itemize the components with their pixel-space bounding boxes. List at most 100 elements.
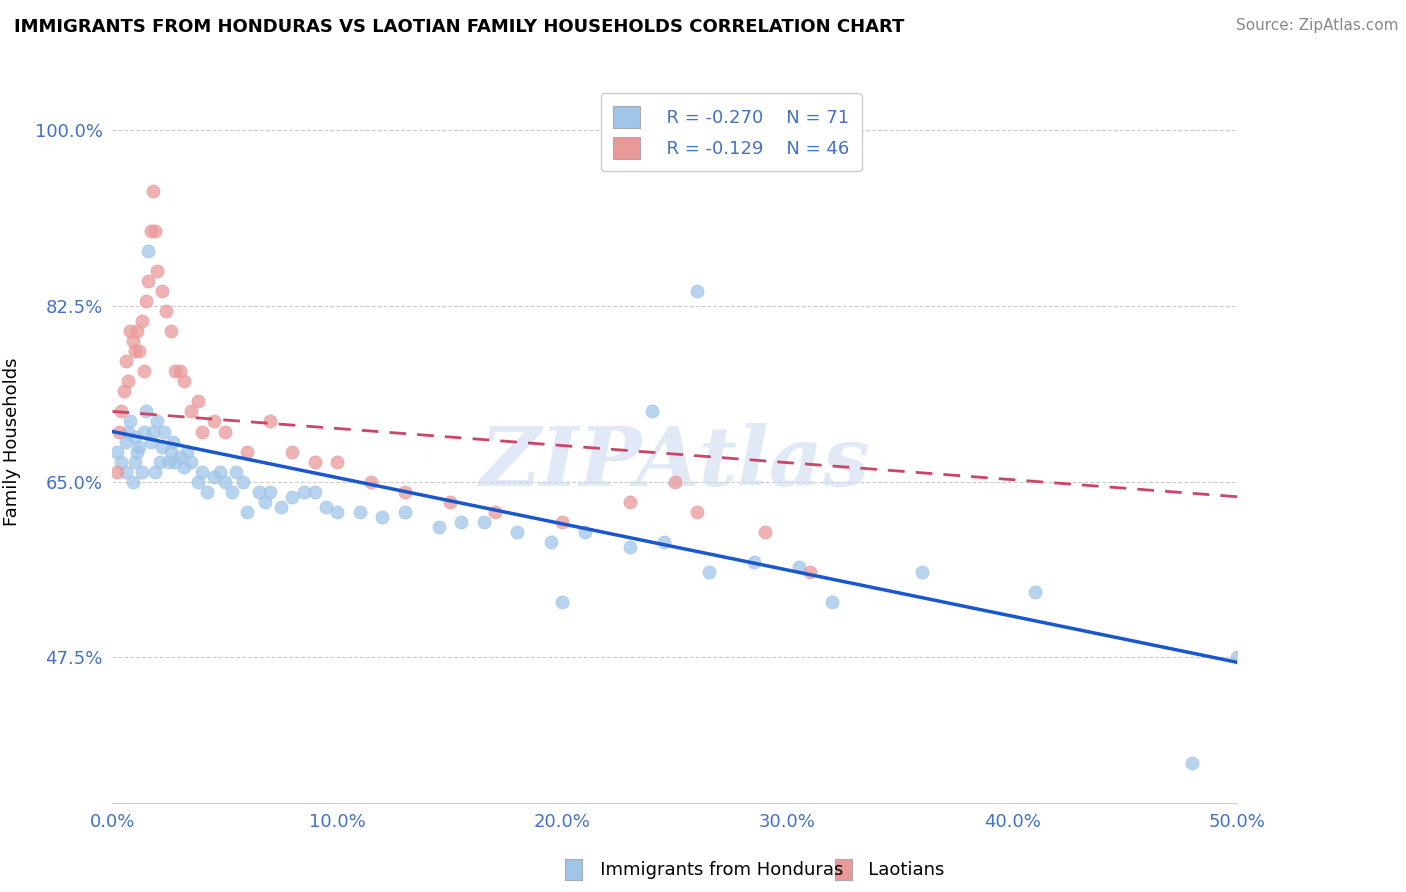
Point <box>187 394 209 409</box>
Point <box>149 454 172 468</box>
Point <box>180 454 202 468</box>
Point <box>551 595 574 609</box>
Legend:   R = -0.270    N = 71,   R = -0.129    N = 46: R = -0.270 N = 71, R = -0.129 N = 46 <box>600 93 862 171</box>
Point <box>169 450 191 464</box>
Point <box>169 364 191 378</box>
Point <box>281 490 304 504</box>
Point <box>187 475 209 489</box>
Point <box>120 414 142 429</box>
Point <box>551 515 574 529</box>
Point <box>124 429 146 443</box>
Point <box>132 425 155 439</box>
Point <box>209 465 232 479</box>
Point <box>641 404 664 418</box>
Point <box>281 444 304 458</box>
Point <box>394 484 416 499</box>
Point <box>105 465 128 479</box>
Point <box>574 524 596 539</box>
Point <box>326 505 349 519</box>
Point <box>146 264 169 278</box>
Point <box>117 425 139 439</box>
Point <box>155 304 177 318</box>
Point <box>176 444 198 458</box>
Point <box>150 284 173 298</box>
Point <box>142 425 165 439</box>
Point <box>506 524 529 539</box>
Point <box>150 440 173 454</box>
Point <box>450 515 472 529</box>
Point <box>787 560 810 574</box>
Point <box>131 314 153 328</box>
Point <box>247 484 270 499</box>
Point <box>214 475 236 489</box>
Point <box>540 534 562 549</box>
Point <box>664 475 686 489</box>
Text: IMMIGRANTS FROM HONDURAS VS LAOTIAN FAMILY HOUSEHOLDS CORRELATION CHART: IMMIGRANTS FROM HONDURAS VS LAOTIAN FAMI… <box>14 18 904 36</box>
Point <box>124 454 146 468</box>
Point <box>652 534 675 549</box>
Point <box>259 484 281 499</box>
Point <box>127 444 149 458</box>
Point <box>225 465 247 479</box>
Point <box>128 440 150 454</box>
Point <box>686 505 709 519</box>
Point <box>259 414 281 429</box>
Point <box>146 414 169 429</box>
Point <box>484 505 506 519</box>
Point <box>799 565 821 579</box>
Point <box>160 324 183 338</box>
Point <box>619 494 641 508</box>
Text: Source: ZipAtlas.com: Source: ZipAtlas.com <box>1236 18 1399 33</box>
Point <box>821 595 844 609</box>
Point <box>360 475 382 489</box>
Point <box>105 444 128 458</box>
Point <box>236 505 259 519</box>
Point <box>221 484 243 499</box>
Point <box>138 244 160 258</box>
Point <box>142 184 165 198</box>
Text: ZIPAtlas: ZIPAtlas <box>479 423 870 503</box>
Point <box>439 494 461 508</box>
Point <box>180 404 202 418</box>
Point <box>135 293 157 308</box>
Text: Laotians: Laotians <box>851 861 943 879</box>
Point <box>139 224 162 238</box>
Point <box>132 364 155 378</box>
Point <box>173 459 195 474</box>
Point <box>173 374 195 388</box>
Point <box>139 434 162 449</box>
Point <box>742 555 765 569</box>
Point <box>127 324 149 338</box>
Point <box>131 465 153 479</box>
Point <box>1024 585 1046 599</box>
Point <box>315 500 337 514</box>
Point <box>157 454 180 468</box>
Point <box>304 484 326 499</box>
Point <box>165 364 187 378</box>
Point <box>115 465 138 479</box>
Point <box>110 404 132 418</box>
Point <box>191 425 214 439</box>
Point <box>394 505 416 519</box>
Point <box>143 465 166 479</box>
Point <box>326 454 349 468</box>
Point <box>191 465 214 479</box>
Point <box>371 509 394 524</box>
Point <box>120 324 142 338</box>
Point <box>1181 756 1204 770</box>
Point <box>195 484 218 499</box>
Point <box>1226 650 1249 665</box>
Point <box>754 524 776 539</box>
Point <box>121 334 143 348</box>
Text: Immigrants from Honduras: Immigrants from Honduras <box>583 861 844 879</box>
Point <box>128 344 150 359</box>
Point <box>124 344 146 359</box>
Point <box>202 469 225 483</box>
Point <box>117 374 139 388</box>
Point <box>121 475 143 489</box>
Point <box>138 274 160 288</box>
Point <box>202 414 225 429</box>
Point <box>112 384 135 399</box>
Point <box>349 505 371 519</box>
Point <box>153 425 176 439</box>
